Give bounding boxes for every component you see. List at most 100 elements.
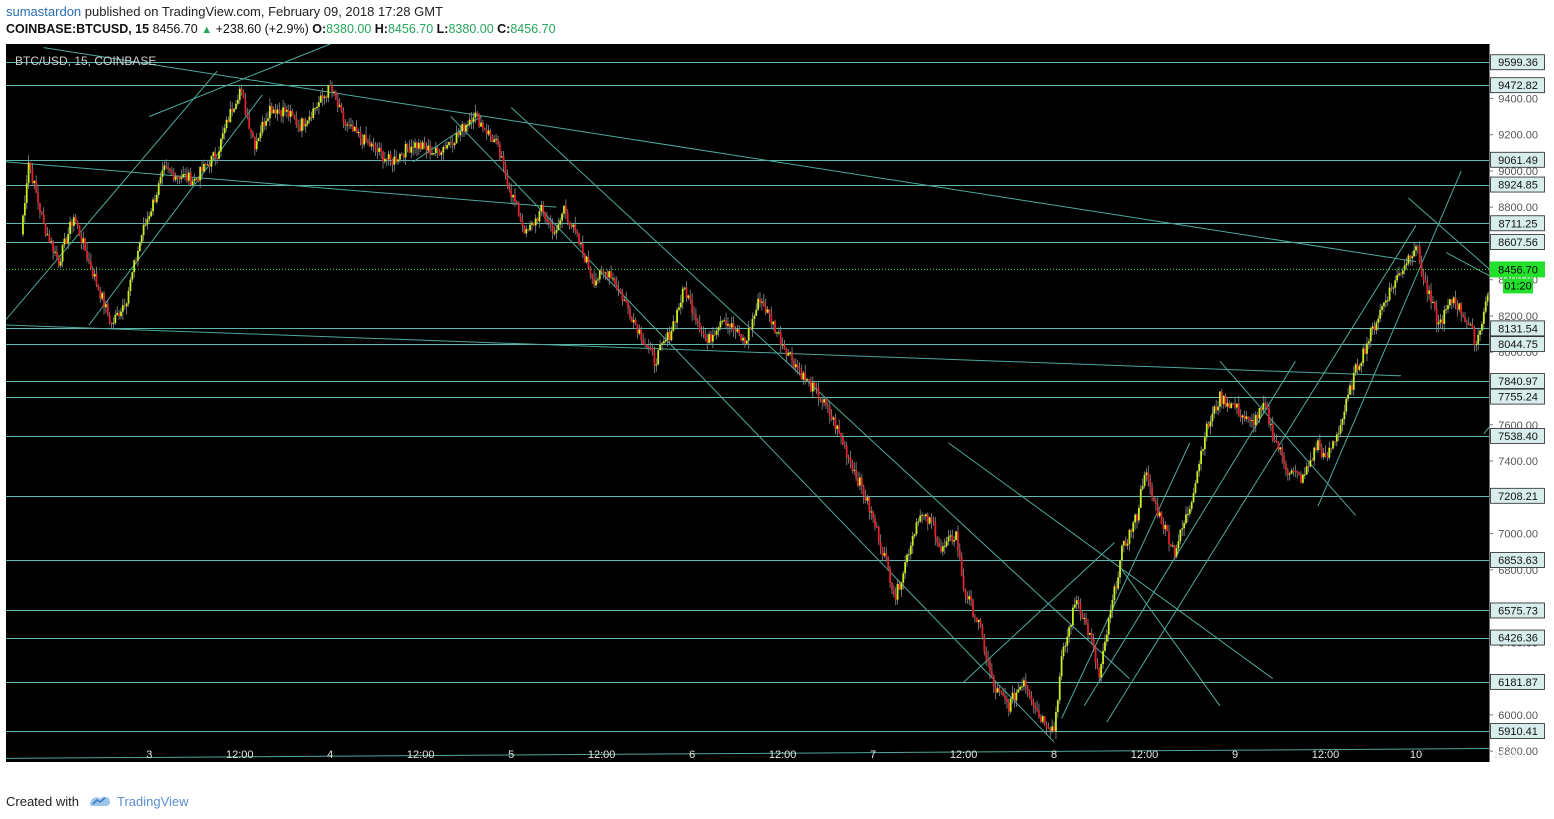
down-candle — [1090, 633, 1093, 640]
down-candle — [482, 122, 484, 129]
up-candle — [1111, 600, 1114, 611]
down-candle — [987, 657, 989, 662]
up-candle — [730, 323, 733, 328]
trend-line — [1083, 361, 1296, 707]
chart-area[interactable]: BTC/USD, 15, COINBASE 9400.00 9200.00 9000.… — [6, 44, 1548, 762]
up-candle — [1347, 394, 1350, 399]
down-candle — [189, 172, 192, 186]
down-candle — [591, 273, 594, 279]
up-candle — [787, 352, 790, 356]
up-candle — [753, 315, 756, 320]
down-candle — [1300, 474, 1302, 483]
tradingview-link[interactable]: TradingView — [117, 794, 189, 809]
up-candle — [431, 153, 433, 155]
down-candle — [536, 218, 539, 222]
down-candle — [412, 146, 415, 148]
down-candle — [284, 107, 286, 112]
down-candle — [252, 132, 254, 138]
down-candle — [989, 661, 991, 672]
up-candle — [434, 147, 437, 154]
up-candle — [900, 582, 903, 590]
trend-line — [1121, 569, 1221, 707]
up-candle — [318, 102, 320, 107]
up-candle — [184, 174, 186, 176]
price-level-label: 8131.54 — [1498, 323, 1538, 335]
up-candle — [1121, 545, 1123, 561]
down-candle — [702, 332, 705, 335]
ohlc-legend: COINBASE:BTCUSD, 15 8456.70 ▲ +238.60 (+… — [6, 22, 556, 36]
up-candle — [1401, 270, 1404, 275]
up-candle — [148, 216, 151, 220]
up-candle — [46, 234, 49, 236]
down-candle — [875, 526, 878, 528]
up-candle — [638, 329, 641, 334]
down-candle — [606, 272, 609, 278]
up-candle — [1051, 726, 1054, 731]
up-candle — [223, 128, 226, 134]
down-candle — [975, 617, 978, 623]
down-candle — [216, 158, 219, 160]
up-candle — [924, 514, 927, 517]
up-candle — [529, 224, 531, 230]
up-candle — [1366, 343, 1368, 354]
down-candle — [864, 495, 867, 501]
up-candle — [666, 332, 669, 341]
up-candle — [1392, 287, 1395, 289]
up-candle — [1226, 403, 1229, 407]
author-link[interactable]: sumastardon — [6, 4, 82, 19]
up-candle — [1335, 434, 1338, 442]
down-candle — [1426, 282, 1429, 294]
up-candle — [853, 469, 856, 471]
up-candle — [1192, 493, 1195, 503]
down-candle — [1473, 328, 1476, 345]
up-candle — [50, 241, 53, 243]
down-candle — [1285, 463, 1287, 470]
up-candle — [563, 205, 565, 214]
down-candle — [280, 110, 283, 117]
up-candle — [721, 320, 724, 322]
down-candle — [898, 583, 901, 590]
down-candle — [57, 257, 60, 266]
down-candle — [178, 176, 181, 180]
up-candle — [561, 213, 563, 221]
up-candle — [225, 119, 228, 129]
up-candle — [1107, 618, 1110, 635]
up-candle — [1062, 646, 1065, 657]
down-candle — [1441, 319, 1444, 324]
down-candle — [325, 96, 328, 98]
up-candle — [1371, 326, 1374, 329]
open-label: O: — [312, 22, 327, 36]
up-candle — [751, 319, 754, 330]
down-candle — [704, 334, 707, 339]
up-candle — [1117, 577, 1120, 589]
down-candle — [497, 138, 499, 145]
down-candle — [970, 596, 973, 601]
down-candle — [1281, 447, 1284, 456]
x-tick-label: 12:00 — [1493, 749, 1521, 761]
down-candle — [634, 319, 637, 325]
down-candle — [1092, 639, 1095, 647]
price-level-label: 9599.36 — [1498, 57, 1538, 69]
down-candle — [1168, 531, 1170, 545]
up-candle — [708, 334, 711, 343]
chart-svg[interactable]: BTC/USD, 15, COINBASE 9400.00 9200.00 9000.… — [6, 44, 1548, 762]
x-tick-label: 12:00 — [1131, 749, 1159, 761]
up-candle — [203, 163, 205, 172]
down-candle — [1460, 303, 1463, 315]
down-candle — [838, 425, 841, 433]
down-candle — [263, 121, 266, 126]
up-candle — [327, 85, 330, 98]
down-candle — [1207, 423, 1210, 427]
up-candle — [333, 91, 335, 93]
down-candle — [998, 688, 1001, 692]
up-candle — [655, 364, 658, 366]
down-candle — [483, 128, 486, 131]
down-candle — [615, 284, 618, 290]
up-candle — [465, 124, 467, 132]
tradingview-logo-icon[interactable] — [88, 792, 112, 808]
price-level-label: 6853.63 — [1498, 555, 1538, 567]
down-candle — [668, 332, 671, 341]
down-candle — [1422, 274, 1425, 281]
down-candle — [1077, 600, 1080, 603]
up-candle — [193, 178, 196, 182]
